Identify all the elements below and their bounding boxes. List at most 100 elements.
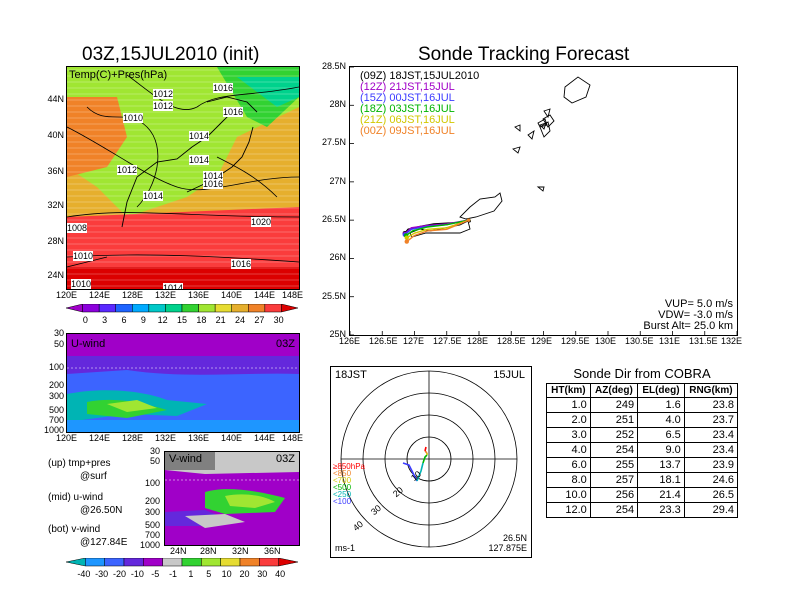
colorbar-tick-label: -20 <box>113 569 126 579</box>
table-cell: 252 <box>589 427 639 443</box>
lon-label: 132E <box>721 336 743 346</box>
lat-label: 26N <box>329 252 346 262</box>
colorbar-segment <box>239 558 260 567</box>
p-label: 700 <box>144 530 160 540</box>
table-cell: 23.3 <box>637 502 685 518</box>
colorbar-segment <box>143 558 163 567</box>
polar-unit: ms-1 <box>335 543 355 553</box>
table-row: 4.0 254 9.0 23.4 <box>546 442 739 458</box>
pressure-legend-entry: <700 <box>333 476 352 485</box>
isobar-label: 1012 <box>153 101 174 111</box>
colorbar-segment <box>104 558 125 567</box>
note-line: (bot) v-wind <box>48 524 101 535</box>
isobar-label: 1010 <box>71 279 92 289</box>
track-start-point <box>404 239 409 244</box>
u-wind-label: U-wind <box>71 338 106 350</box>
v-wind-p-axis: 30 50 100 200 300 500 700 1000 <box>136 446 162 550</box>
colorbar-tick-label: 12 <box>158 315 168 325</box>
table-cell: 8.0 <box>546 472 591 488</box>
note-line: @surf <box>80 471 107 482</box>
isobar-label: 1016 <box>213 83 234 93</box>
lon-label: 120E <box>56 433 78 443</box>
isobar-label: 1012 <box>153 89 174 99</box>
legend-entry: (09Z) 18JST,15JUL2010 <box>360 70 480 82</box>
param-line: VDW= -3.0 m/s <box>658 309 733 321</box>
colorbar-tick-label: 21 <box>216 315 226 325</box>
wind-colorbar: -40 -30 -20 -10 -5 -1 1 5 10 20 30 40 <box>65 558 299 579</box>
colorbar-tick-label: 24 <box>235 315 245 325</box>
colorbar-tick-label: 6 <box>121 315 126 325</box>
p-label: 300 <box>144 507 160 517</box>
lat-label: 36N <box>264 546 281 556</box>
colorbar-tick-label: 27 <box>254 315 264 325</box>
colorbar-tick-label: 0 <box>83 315 88 325</box>
lat-label: 25N <box>329 329 346 339</box>
lat-label: 27.5N <box>321 137 346 147</box>
colorbar-tick-label: -40 <box>77 569 90 579</box>
lat-label: 24N <box>47 270 64 280</box>
polar-lon: 127.875E <box>488 543 527 553</box>
table-row: 2.0 251 4.0 23.7 <box>546 412 739 428</box>
isobar-label: 1008 <box>67 223 88 233</box>
p-label: 700 <box>48 415 64 425</box>
polar-lat: 26.5N <box>502 533 527 543</box>
table-cell: 1.0 <box>546 397 591 413</box>
track-start-point <box>404 235 409 240</box>
p-label: 100 <box>144 478 160 488</box>
isobar-label: 1014 <box>143 191 164 201</box>
colorbar-segment <box>181 304 199 313</box>
colorbar-tick-label: 15 <box>177 315 187 325</box>
track-params: VUP= 5.0 m/s VDW= -3.0 m/s Burst Alt= 25… <box>643 299 733 332</box>
lon-label: 148E <box>282 290 304 300</box>
table-cell: 23.8 <box>683 397 739 413</box>
lon-label: 129E <box>531 336 553 346</box>
table-cell: 23.9 <box>683 457 739 473</box>
track-svg <box>350 67 737 335</box>
sonde-table-box: Sonde Dir from COBRA HT(km) AZ(deg) EL(d… <box>546 366 739 518</box>
colorbar-tick-label: 1 <box>188 569 193 579</box>
colorbar-tick-label: 10 <box>222 569 232 579</box>
pressure-legend-entry: <250 <box>333 490 352 499</box>
sonde-table: HT(km) AZ(deg) EL(deg) RNG(km) 1.0 249 1.6… <box>546 383 739 518</box>
pressure-legend-entry: ≥850hPa <box>333 462 365 471</box>
lat-label: 28N <box>200 546 217 556</box>
table-cell: 4.0 <box>546 442 591 458</box>
lat-label: 32N <box>232 546 249 556</box>
lon-label: 132E <box>155 433 177 443</box>
p-label: 100 <box>48 362 64 372</box>
table-row: 8.0 257 18.1 24.6 <box>546 472 739 488</box>
note-line: (mid) u-wind <box>48 492 104 503</box>
map-label: Temp(C)+Pres(hPa) <box>69 69 168 81</box>
track-end-point <box>467 218 471 222</box>
pressure-legend-entry: <500 <box>333 483 352 492</box>
lon-label: 127.5E <box>433 336 462 346</box>
table-cell: 2.0 <box>546 412 591 428</box>
table-cell: 18.1 <box>637 472 685 488</box>
isobar-label: 1010 <box>123 113 144 123</box>
colorbar-segment <box>214 304 232 313</box>
track-series-line <box>405 219 469 237</box>
lon-label: 126E <box>339 336 361 346</box>
track-series-line <box>406 219 469 243</box>
track-legend: (09Z) 18JST,15JUL2010 (12Z) 21JST,15JUL … <box>360 71 479 137</box>
v-wind-time: 03Z <box>276 453 295 465</box>
temperature-colorbar: 0 3 6 9 12 15 18 21 24 27 30 <box>65 304 299 325</box>
table-cell: 249 <box>589 397 639 413</box>
right-title: Sonde Tracking Forecast <box>418 44 630 65</box>
legend-entry: (15Z) 00JST,16JUL <box>360 92 455 104</box>
lon-label: 131.5E <box>689 336 718 346</box>
lon-label: 129.5E <box>561 336 590 346</box>
colorbar-segment <box>98 304 116 313</box>
pressure-legend: ≥850hPa <850 <700 <500 <250 <100 <box>333 462 365 506</box>
table-cell: 3.0 <box>546 427 591 443</box>
param-line: Burst Alt= 25.0 km <box>643 320 733 332</box>
u-wind-p-axis: 30 50 100 200 300 500 700 1000 <box>40 328 66 436</box>
lat-label: 40N <box>47 130 64 140</box>
lat-label: 24N <box>170 546 187 556</box>
lat-label: 36N <box>47 166 64 176</box>
p-label: 30 <box>53 328 64 338</box>
p-label: 1000 <box>139 540 160 550</box>
legend-entry: (21Z) 06JST,16JUL <box>360 114 455 126</box>
u-wind-time: 03Z <box>276 338 295 350</box>
table-cell: 1.6 <box>637 397 685 413</box>
